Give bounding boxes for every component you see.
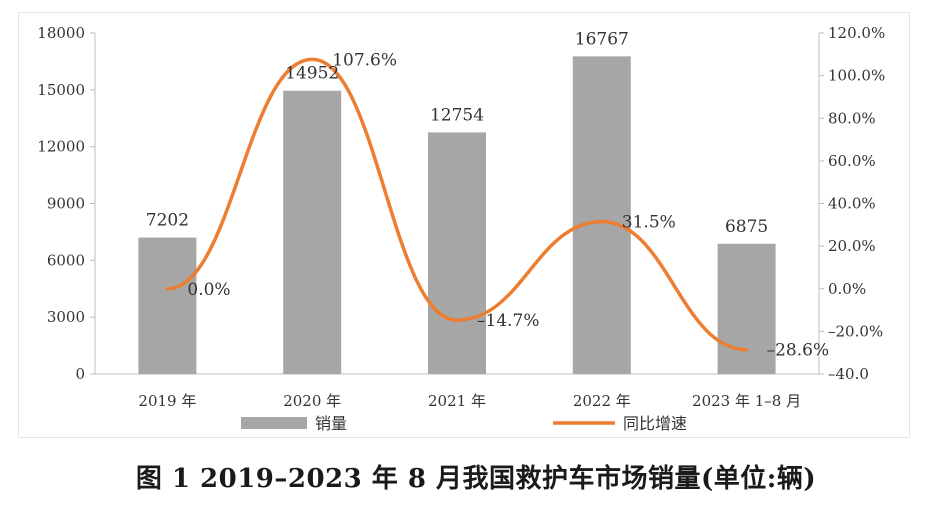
data-labels: 7202 14952 12754 16767 6875 0.0% 107.6% –14.7% 3… — [146, 29, 829, 360]
left-tick-label: 6000 — [47, 251, 85, 269]
left-tick-label: 12000 — [37, 138, 85, 156]
right-tick-label: 0.0% — [828, 280, 866, 298]
right-tick-label: 40.0% — [828, 195, 876, 213]
figure-caption: 图 1 2019–2023 年 8 月我国救护车市场销量(单位:辆) — [135, 464, 817, 494]
line-value-label: 107.6% — [332, 50, 397, 70]
right-tick-label: 60.0% — [828, 152, 876, 170]
right-tick-label: 120.0% — [828, 24, 885, 42]
bar-0 — [138, 237, 197, 374]
x-tick-label: 2022 年 — [573, 392, 631, 410]
line-value-label: –14.7% — [477, 311, 540, 331]
left-tick-label: 18000 — [37, 24, 85, 42]
right-tick-label: –40.0 — [828, 365, 869, 383]
x-tick-label: 2020 年 — [283, 392, 341, 410]
legend-bar-swatch — [241, 417, 307, 429]
bar-value-label: 16767 — [575, 29, 629, 49]
line-value-label: –28.6% — [767, 341, 830, 361]
left-tick-label: 3000 — [47, 308, 85, 326]
axes: 0 3000 6000 9000 12000 15000 18000 –40.0 –20.0% 0… — [37, 24, 885, 410]
x-tick-label: 2019 年 — [138, 392, 196, 410]
bar-series — [138, 56, 776, 375]
left-tick-label: 15000 — [37, 81, 85, 99]
right-tick-label: 80.0% — [828, 109, 876, 127]
bar-value-label: 7202 — [146, 211, 189, 231]
left-tick-label: 9000 — [47, 195, 85, 213]
x-tick-label: 2023 年 1–8 月 — [692, 392, 801, 410]
right-tick-label: –20.0% — [828, 322, 883, 340]
line-value-label: 31.5% — [622, 213, 676, 233]
legend: 销量 同比增速 — [241, 414, 687, 433]
growth-line — [165, 57, 749, 352]
bar-value-label: 12754 — [430, 105, 484, 125]
left-tick-label: 0 — [75, 365, 85, 383]
bar-2 — [428, 132, 486, 374]
bar-value-label: 14952 — [285, 64, 339, 84]
legend-bar-label: 销量 — [315, 414, 347, 433]
x-tick-label: 2021 年 — [428, 392, 486, 410]
bar-4 — [717, 243, 776, 374]
right-tick-label: 100.0% — [828, 67, 885, 85]
combo-chart: 0 3000 6000 9000 12000 15000 18000 –40.0 –20.0% 0… — [37, 24, 885, 433]
legend-line-label: 同比增速 — [623, 414, 687, 433]
right-tick-label: 20.0% — [828, 237, 876, 255]
bar-value-label: 6875 — [725, 217, 768, 237]
line-value-label: 0.0% — [187, 280, 230, 300]
line-series — [165, 57, 749, 352]
bar-3 — [572, 56, 631, 375]
chart-frame: 0 3000 6000 9000 12000 15000 18000 –40.0 –20.0% 0… — [18, 12, 910, 438]
bar-1 — [283, 90, 342, 374]
